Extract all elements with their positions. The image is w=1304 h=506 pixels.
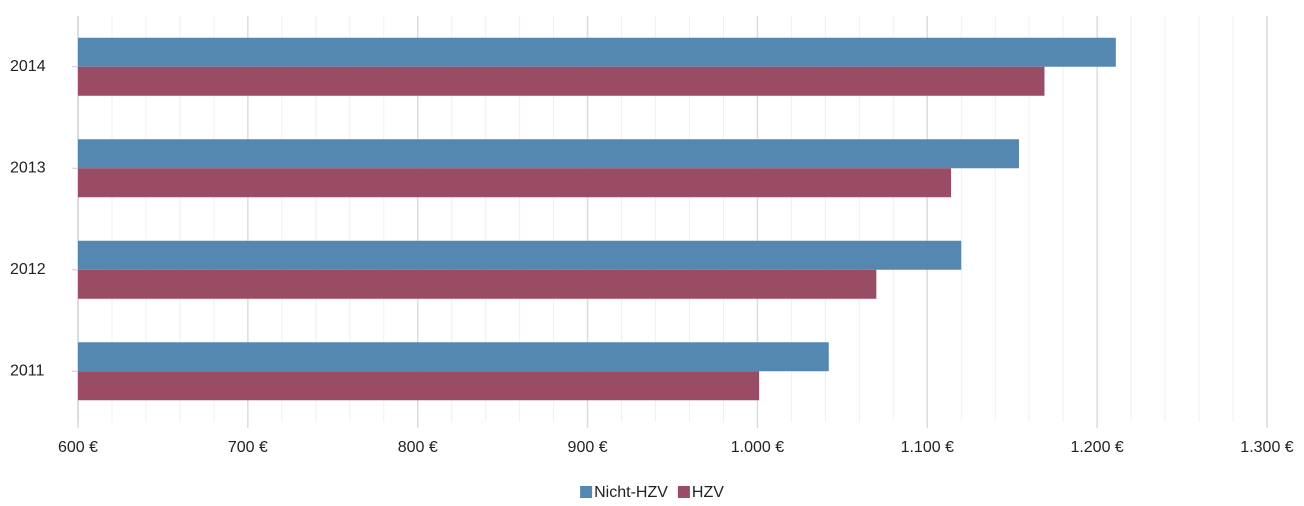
legend-label: HZV	[692, 484, 724, 501]
x-tick-label: 1.200 €	[1070, 439, 1123, 456]
bar	[78, 240, 962, 270]
x-tick-label: 1.100 €	[901, 439, 954, 456]
bar	[78, 139, 1020, 169]
bar	[78, 168, 952, 198]
x-tick-label: 1.000 €	[731, 439, 784, 456]
y-tick-label: 2012	[10, 261, 46, 278]
bar	[78, 269, 877, 299]
bar	[78, 66, 1045, 96]
x-tick-label: 600 €	[58, 439, 98, 456]
legend-swatch	[580, 486, 593, 498]
bar	[78, 371, 760, 401]
legend-swatch	[677, 486, 690, 498]
bar	[78, 342, 829, 372]
x-tick-label: 700 €	[228, 439, 268, 456]
y-tick-label: 2013	[10, 159, 46, 176]
x-tick-label: 800 €	[398, 439, 438, 456]
x-tick-label: 900 €	[568, 439, 608, 456]
legend-label: Nicht-HZV	[594, 484, 668, 501]
y-tick-label: 2011	[10, 362, 45, 379]
bar	[78, 37, 1116, 67]
x-tick-label: 1.300 €	[1240, 439, 1293, 456]
y-tick-label: 2014	[10, 58, 46, 75]
